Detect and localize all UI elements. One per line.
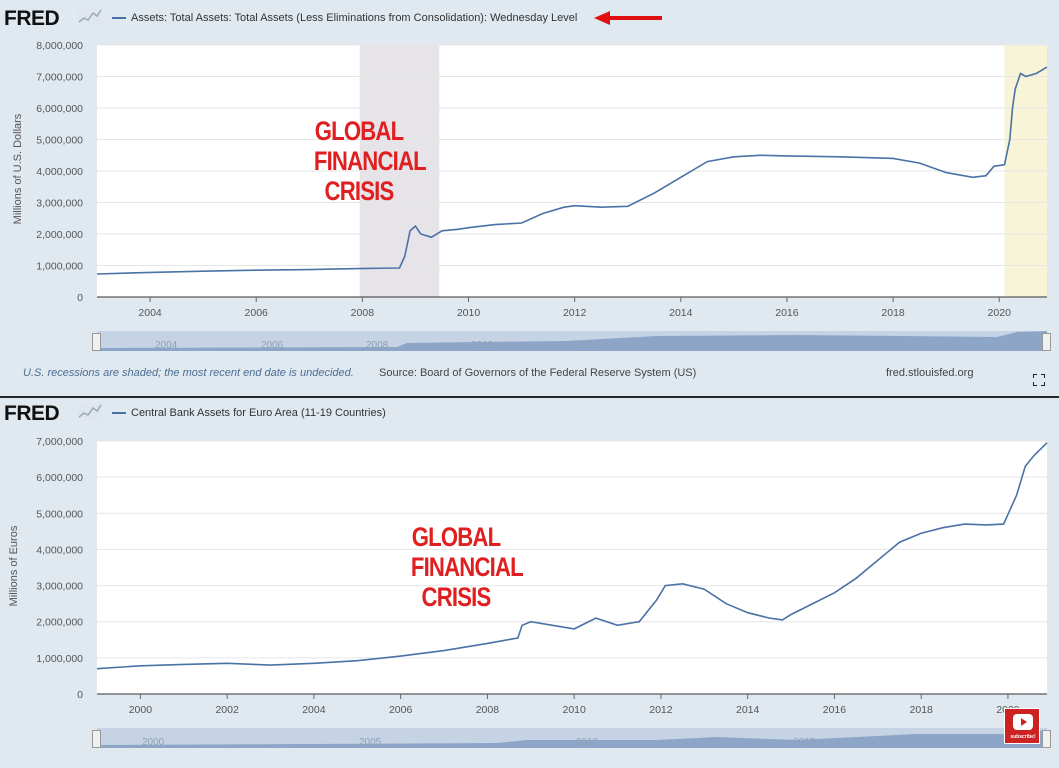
- legend-swatch: [112, 412, 126, 415]
- legend-item[interactable]: Assets: Total Assets: Total Assets (Less…: [112, 12, 577, 24]
- x-tick-label: 2006: [389, 704, 413, 716]
- y-tick-label: 8,000,000: [36, 40, 83, 52]
- y-tick-label: 7,000,000: [36, 436, 83, 448]
- range-navigator[interactable]: 2004 2006 2008 2010 2012: [97, 331, 1047, 351]
- legend-swatch: [112, 17, 126, 20]
- x-tick-label: 2018: [910, 704, 934, 716]
- y-tick-label: 4,000,000: [36, 544, 83, 556]
- navigator-label: 2008: [366, 340, 389, 351]
- y-tick-label: 2,000,000: [36, 229, 83, 241]
- legend-label: Central Bank Assets for Euro Area (11-19…: [131, 407, 386, 419]
- fullscreen-icon[interactable]: [1033, 374, 1045, 386]
- y-tick-label: 6,000,000: [36, 103, 83, 115]
- site-link[interactable]: fred.stlouisfed.org: [886, 367, 974, 379]
- x-tick-label: 2014: [736, 704, 760, 716]
- x-tick-label: 2008: [351, 307, 375, 319]
- x-tick-label: 2004: [302, 704, 326, 716]
- recession-note: U.S. recessions are shaded; the most rec…: [23, 367, 354, 379]
- y-tick-label: 2,000,000: [36, 617, 83, 629]
- series-line: [96, 66, 1048, 275]
- x-tick-label: 2002: [215, 704, 239, 716]
- navigator-handle-right[interactable]: [1042, 730, 1051, 748]
- fred-logo-text: FRED: [4, 7, 60, 30]
- y-tick-label: 1,000,000: [36, 653, 83, 665]
- x-tick-label: 2008: [476, 704, 500, 716]
- gfc-annotation: GLOBAL FINANCIAL CRISIS: [410, 522, 524, 612]
- navigator-label: 2004: [155, 340, 178, 351]
- navigator-label: 2012: [577, 340, 600, 351]
- series-line: [96, 442, 1048, 670]
- annotation-line: FINANCIAL: [410, 552, 524, 582]
- youtube-icon: [1013, 714, 1033, 730]
- x-tick-label: 2016: [823, 704, 847, 716]
- x-tick-label: 2012: [563, 307, 587, 319]
- navigator-sparkline: [97, 331, 1047, 351]
- y-tick-label: 5,000,000: [36, 135, 83, 147]
- x-tick-label: 2014: [669, 307, 693, 319]
- annotation-line: GLOBAL: [314, 116, 404, 146]
- x-tick-label: 2020: [988, 307, 1012, 319]
- y-tick-label: 0: [77, 689, 83, 701]
- x-tick-label: 2018: [881, 307, 905, 319]
- y-tick-label: 5,000,000: [36, 508, 83, 520]
- legend-label: Assets: Total Assets: Total Assets (Less…: [131, 12, 578, 24]
- y-tick-label: 7,000,000: [36, 72, 83, 84]
- navigator-handle-right[interactable]: [1042, 333, 1051, 351]
- annotation-line: CRISIS: [324, 176, 395, 206]
- annotation-line: FINANCIAL: [313, 146, 427, 176]
- x-tick-label: 2004: [138, 307, 162, 319]
- chart-graphic-icon: [78, 403, 102, 421]
- x-tick-label: 2000: [129, 704, 153, 716]
- y-tick-label: 3,000,000: [36, 581, 83, 593]
- legend-item[interactable]: Central Bank Assets for Euro Area (11-19…: [112, 407, 386, 419]
- fred-logo[interactable]: FRED: [4, 7, 102, 31]
- chart-graphic-icon: [78, 8, 102, 26]
- annotation-line: CRISIS: [421, 582, 492, 612]
- red-arrow-icon: [594, 11, 662, 25]
- chart-euro-assets: 0 1,000,000 2,000,000 3,000,000 4,000,000 5,0…: [36, 436, 1048, 716]
- x-tick-label: 2016: [775, 307, 799, 319]
- navigator-handle-left[interactable]: [92, 333, 101, 351]
- y-tick-label: 1,000,000: [36, 261, 83, 273]
- range-navigator[interactable]: 2000 2005 2010 2015: [97, 728, 1047, 748]
- annotation-line: GLOBAL: [411, 522, 501, 552]
- navigator-label: 2010: [576, 737, 599, 748]
- navigator-label: 2010: [471, 340, 494, 351]
- subscribe-label: subscribe!: [1010, 734, 1036, 740]
- navigator-label: 2000: [142, 737, 165, 748]
- x-tick-label: 2012: [649, 704, 673, 716]
- x-tick-label: 2010: [562, 704, 586, 716]
- chart-panel-euro: FRED Central Bank Assets for Euro Area (…: [0, 396, 1059, 768]
- youtube-subscribe-button[interactable]: subscribe!: [1004, 708, 1040, 744]
- chart-us-assets: 0 1,000,000 2,000,000 3,000,000 4,000,000 5,0…: [36, 40, 1048, 319]
- gfc-annotation: GLOBAL FINANCIAL CRISIS: [313, 116, 427, 206]
- fred-logo[interactable]: FRED: [4, 402, 102, 426]
- y-tick-label: 0: [77, 292, 83, 304]
- navigator-label: 2015: [793, 737, 816, 748]
- chart-panel-us: FRED Assets: Total Assets: Total Assets …: [4, 7, 1051, 386]
- y-tick-label: 4,000,000: [36, 166, 83, 178]
- source-note: Source: Board of Governors of the Federa…: [379, 367, 697, 379]
- y-tick-label: 6,000,000: [36, 472, 83, 484]
- navigator-label: 2005: [359, 737, 382, 748]
- navigator-handle-left[interactable]: [92, 730, 101, 748]
- y-tick-label: 3,000,000: [36, 198, 83, 210]
- x-tick-label: 2006: [245, 307, 269, 319]
- navigator-sparkline: [97, 730, 1047, 748]
- navigator-label: 2006: [261, 340, 284, 351]
- plot-area: [97, 441, 1047, 694]
- x-tick-label: 2010: [457, 307, 481, 319]
- fred-logo-text: FRED: [4, 402, 60, 425]
